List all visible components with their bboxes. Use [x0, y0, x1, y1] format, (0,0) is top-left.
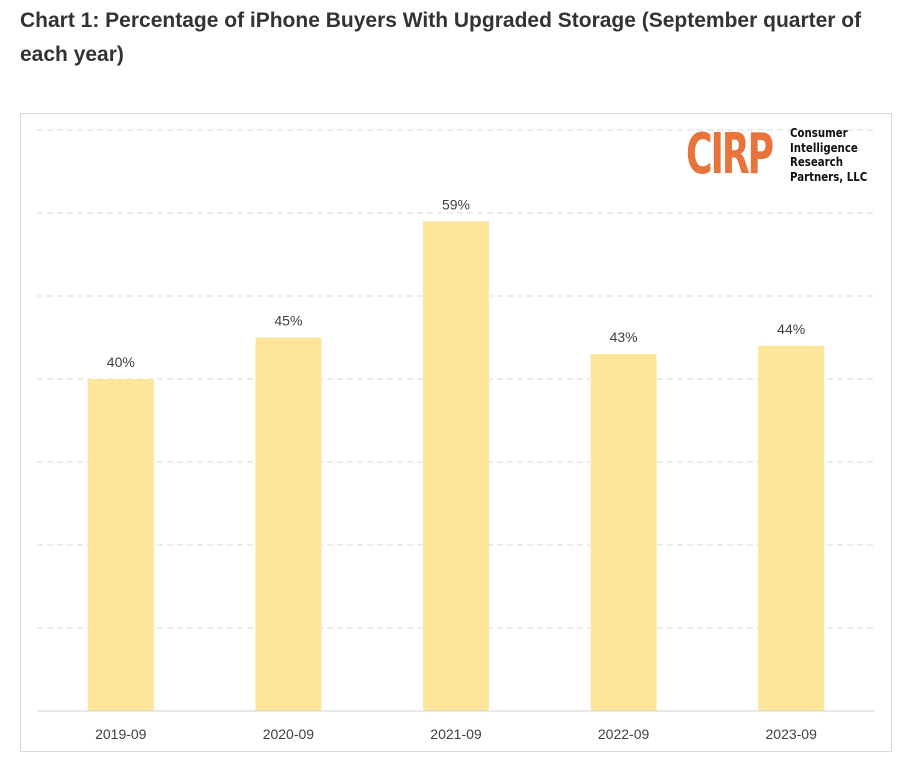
logo-line: Consumer	[790, 126, 848, 140]
bar	[758, 345, 825, 711]
bar	[423, 221, 489, 712]
chart-frame	[20, 113, 892, 752]
x-tick-label: 2023-09	[766, 726, 818, 742]
data-label: 44%	[777, 321, 805, 337]
x-tick-label: 2019-09	[95, 726, 147, 742]
bar	[87, 379, 154, 711]
chart-title: Chart 1: Percentage of iPhone Buyers Wit…	[20, 9, 862, 66]
logo-line: Partners, LLC	[790, 169, 868, 184]
logo-mark: CIRP	[686, 122, 774, 187]
logo-line: Intelligence	[790, 140, 858, 155]
x-tick-label: 2022-09	[598, 726, 650, 742]
logo-org-name: Consumer Intelligence Research Partners,…	[790, 126, 867, 184]
logo-line: Research	[790, 155, 843, 169]
data-label: 40%	[107, 354, 135, 370]
data-label: 59%	[442, 196, 470, 212]
bar	[590, 354, 657, 711]
x-tick-label: 2021-09	[430, 726, 482, 742]
x-tick-label: 2020-09	[263, 726, 315, 742]
bar	[255, 337, 322, 711]
data-label: 45%	[274, 313, 302, 329]
data-label: 43%	[610, 329, 638, 345]
cirp-logo: CIRP Consumer Intelligence Research Part…	[686, 125, 881, 185]
